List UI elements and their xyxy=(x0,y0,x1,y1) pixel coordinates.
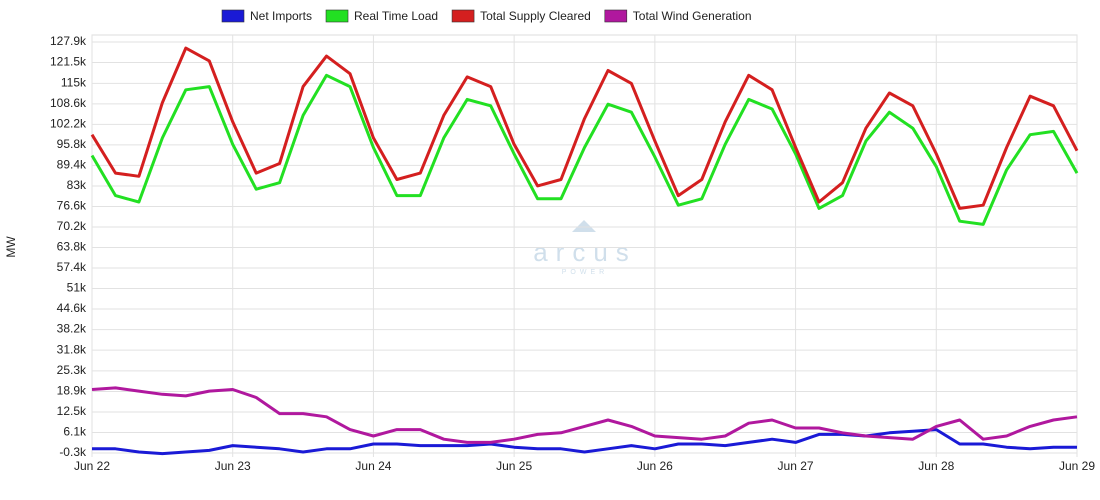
y-axis-label: MW xyxy=(4,236,18,258)
y-tick-label: 18.9k xyxy=(57,384,87,398)
legend-label: Net Imports xyxy=(250,9,312,23)
y-tick-label: 31.8k xyxy=(57,342,87,356)
series-line xyxy=(90,46,1079,210)
y-tick-label: 127.9k xyxy=(50,34,87,48)
x-tick-label: Jun 25 xyxy=(496,459,532,473)
series-line xyxy=(92,428,1077,456)
legend: Net Imports Real Time Load Total Supply Cl… xyxy=(221,9,752,23)
y-tick-label: 115k xyxy=(61,76,87,90)
watermark-sub: POWER xyxy=(562,269,608,276)
y-tick-label: 6.1k xyxy=(63,425,87,439)
y-tick-label: 89.4k xyxy=(57,158,87,172)
legend-swatch xyxy=(221,9,245,23)
x-tick-label: Jun 27 xyxy=(778,459,814,473)
y-tick-label: 121.5k xyxy=(50,55,87,69)
y-tick-label: 83k xyxy=(67,178,87,192)
y-tick-label: 70.2k xyxy=(57,219,87,233)
x-tick-label: Jun 23 xyxy=(215,459,251,473)
legend-label: Total Supply Cleared xyxy=(480,9,591,23)
x-tick-label: Jun 24 xyxy=(355,459,391,473)
y-tick-label: 38.2k xyxy=(57,322,87,336)
watermark: arcus POWER xyxy=(533,220,637,276)
y-tick-label: 44.6k xyxy=(57,301,87,315)
x-tick-label: Jun 22 xyxy=(74,459,110,473)
series-line xyxy=(90,73,1079,226)
y-tick-label: 76.6k xyxy=(57,199,87,213)
legend-swatch xyxy=(325,9,349,23)
series-line xyxy=(91,386,1078,444)
watermark-text: arcus xyxy=(533,237,637,267)
y-tick-label: -0.3k xyxy=(59,445,87,459)
y-tick-label: 57.4k xyxy=(57,260,87,274)
legend-swatch xyxy=(604,9,628,23)
y-tick-label: 95.8k xyxy=(57,137,87,151)
x-tick-label: Jun 29 xyxy=(1059,459,1095,473)
y-tick-label: 51k xyxy=(67,281,87,295)
legend-swatch xyxy=(451,9,475,23)
y-tick-label: 25.3k xyxy=(57,363,87,377)
y-tick-label: 63.8k xyxy=(57,240,87,254)
y-tick-label: 12.5k xyxy=(57,404,87,418)
watermark-logo xyxy=(572,220,596,232)
legend-label: Total Wind Generation xyxy=(633,9,752,23)
x-tick-label: Jun 28 xyxy=(918,459,954,473)
x-tick-label: Jun 26 xyxy=(637,459,673,473)
y-tick-label: 108.6k xyxy=(50,96,87,110)
legend-label: Real Time Load xyxy=(354,9,438,23)
y-tick-label: 102.2k xyxy=(50,117,87,131)
